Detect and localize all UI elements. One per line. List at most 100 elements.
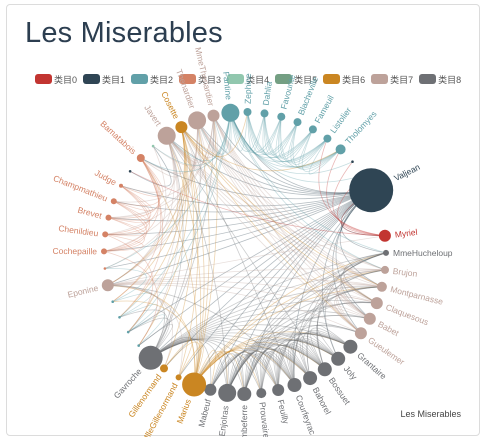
graph-node-listolier[interactable] [323,134,332,143]
graph-node-fantine[interactable] [221,103,240,122]
graph-node-bossuet[interactable] [317,362,332,377]
graph-link [104,189,372,269]
graph-link [107,284,173,369]
graph-node-brevet[interactable] [105,214,112,221]
graph-node-joly[interactable] [331,351,346,366]
graph-link [150,189,372,359]
graph-link [120,185,372,207]
graph-node-enjolras[interactable] [218,383,237,402]
graph-nodes [101,103,394,402]
graph-link [112,292,152,318]
graph-link [150,337,295,386]
graph-link [103,217,145,252]
node-label: Cochepaille [53,246,98,256]
graph-node-gillenormand[interactable] [160,364,168,373]
graph-node[interactable] [351,160,354,163]
graph-node-blacheville[interactable] [293,118,302,127]
graph-node-feuilly[interactable] [272,384,285,396]
graph-link [247,111,314,158]
graph-node[interactable] [103,267,107,270]
graph-node-mmethenardier[interactable] [207,109,220,122]
node-label: Zephine [243,73,254,104]
graph-node-montparnasse[interactable] [376,281,387,292]
graph-node-judge[interactable] [119,183,123,188]
graph-link [333,296,377,334]
graph-node-eponine[interactable] [101,279,114,292]
graph-node-brujon[interactable] [381,265,389,274]
legend-item-0[interactable]: 类目0 [35,73,77,86]
graph-link [105,217,146,237]
graph-node[interactable] [126,330,130,334]
graph-link [301,129,341,172]
graph-link [181,126,378,304]
graph-link [230,112,265,152]
graph-link [166,135,202,385]
legend-item-6[interactable]: 类目6 [323,73,365,86]
legend-swatch [371,74,389,84]
graph-link [166,126,195,166]
graph-node-fameuil[interactable] [308,125,317,134]
graph-link [138,189,372,346]
graph-link [193,350,228,393]
graph-node-courfeyrac[interactable] [287,378,302,392]
graph-link [103,120,198,252]
graph-node[interactable] [118,316,121,319]
graph-link [150,299,377,359]
legend-item-5[interactable]: 类目5 [275,73,317,86]
graph-node-champmathieu[interactable] [110,198,117,205]
graph-node[interactable] [128,170,132,173]
graph-link [293,252,387,386]
graph-link [107,135,175,286]
graph-node-myriel[interactable] [378,229,391,242]
graph-node-bahorel[interactable] [303,371,318,386]
node-label: Mabeuf [196,398,213,429]
legend: 类目0 类目1 类目2 类目3 类目4 类目5 类目6 类目7 类目8 [35,71,461,87]
graph-node-gueulemer[interactable] [354,327,367,340]
graph-node-thenardier[interactable] [188,111,207,130]
graph-node-dahlia[interactable] [260,109,269,118]
graph-link [150,335,311,379]
graph-node-tholomyes[interactable] [335,144,346,155]
graph-link [226,344,326,394]
graph-node-gavroche[interactable] [138,345,163,370]
graph-node-valjean[interactable] [349,168,394,213]
graph-node-bamatabois[interactable] [136,154,145,162]
graph-node-grantaire[interactable] [343,339,358,354]
graph-node-zephine[interactable] [243,108,252,116]
legend-item-2[interactable]: 类目2 [131,73,173,86]
graph-node[interactable] [151,144,155,148]
graph-node[interactable] [137,344,140,347]
graph-link [262,113,282,154]
graph-node[interactable] [111,300,114,304]
graph-node-mabeuf[interactable] [204,383,217,396]
graph-node-prouvaire[interactable] [256,388,267,399]
graph-link [166,135,383,288]
legend-swatch [227,74,245,84]
graph-node-mmehucheloup[interactable] [383,249,389,256]
graph-link [103,234,144,252]
graph-node-babet[interactable] [363,312,376,325]
graph-link [306,252,387,379]
graph-link [210,351,279,391]
graph-node-cosette[interactable] [175,121,188,134]
graph-node-chenildieu[interactable] [102,231,109,238]
graph-node-mllegillenormand[interactable] [175,374,182,381]
circular-graph: MyrielMmeHucheloupBrujonMontparnasseClaq… [52,46,453,437]
node-label: Feuilly [276,399,292,426]
graph-link [107,284,295,386]
graph-node-combeferre[interactable] [237,387,252,401]
legend-item-3[interactable]: 类目3 [179,73,221,86]
graph-link [127,135,179,333]
legend-item-8[interactable]: 类目8 [419,73,461,86]
graph-node-favourite[interactable] [277,112,286,121]
graph-link [166,135,326,370]
graph-node-marius[interactable] [182,372,207,397]
legend-item-1[interactable]: 类目1 [83,73,125,86]
legend-item-7[interactable]: 类目7 [371,73,413,86]
graph-node-cochepaille[interactable] [101,248,107,255]
legend-item-4[interactable]: 类目4 [227,73,269,86]
graph-node-javert[interactable] [157,126,176,145]
node-label: Babet [376,319,401,339]
graph-link [105,189,372,235]
graph-node-claquesous[interactable] [370,297,383,310]
